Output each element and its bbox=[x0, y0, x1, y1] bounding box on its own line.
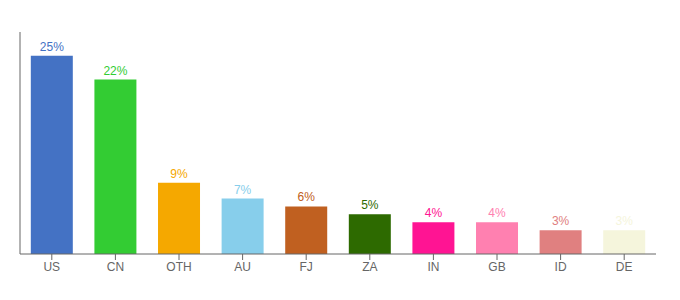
svg-text:3%: 3% bbox=[616, 214, 634, 228]
svg-text:ID: ID bbox=[555, 260, 567, 274]
svg-text:7%: 7% bbox=[234, 183, 252, 197]
svg-text:CN: CN bbox=[107, 260, 124, 274]
svg-text:3%: 3% bbox=[552, 214, 570, 228]
svg-text:25%: 25% bbox=[40, 40, 64, 54]
svg-text:9%: 9% bbox=[170, 167, 188, 181]
svg-text:AU: AU bbox=[234, 260, 251, 274]
svg-text:4%: 4% bbox=[425, 206, 443, 220]
svg-text:5%: 5% bbox=[361, 198, 379, 212]
svg-text:ZA: ZA bbox=[362, 260, 377, 274]
svg-text:IN: IN bbox=[427, 260, 439, 274]
svg-text:4%: 4% bbox=[488, 206, 506, 220]
svg-text:OTH: OTH bbox=[166, 260, 191, 274]
svg-text:DE: DE bbox=[616, 260, 633, 274]
svg-text:FJ: FJ bbox=[300, 260, 313, 274]
svg-text:US: US bbox=[43, 260, 60, 274]
svg-text:GB: GB bbox=[488, 260, 505, 274]
svg-text:6%: 6% bbox=[298, 190, 316, 204]
svg-text:22%: 22% bbox=[103, 64, 127, 78]
